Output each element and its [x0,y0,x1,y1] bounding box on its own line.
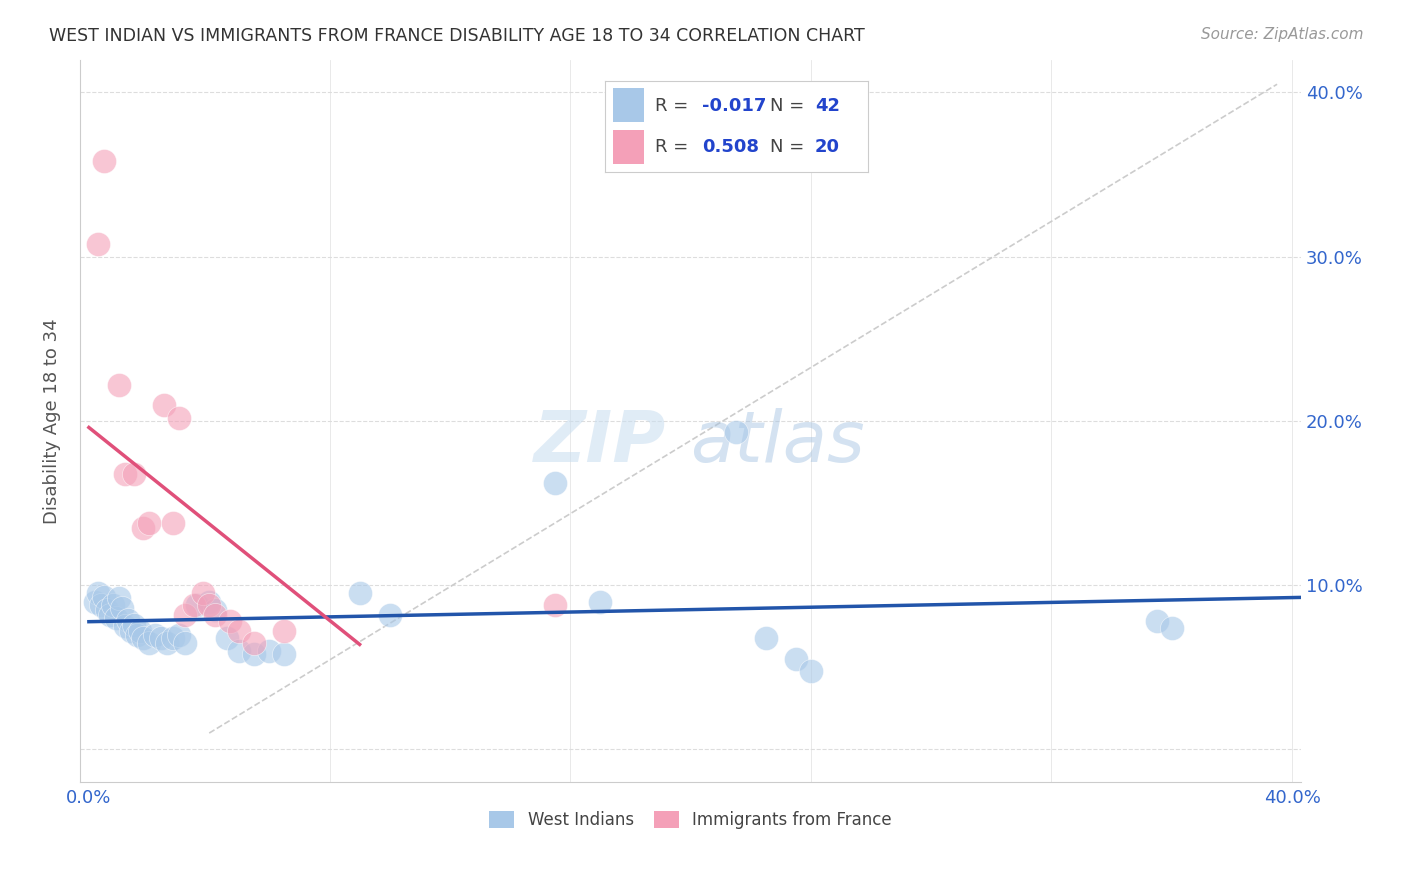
Point [132,521,155,535]
Point [87,236,110,251]
Point [143,627,166,641]
Point [104,611,127,625]
Text: ZIP: ZIP [534,409,666,477]
Point [204,607,226,622]
Point [90,598,112,612]
Point [228,624,250,639]
Point [153,398,176,412]
Point [186,598,208,612]
Point [120,624,142,639]
Point [228,644,250,658]
Point [108,377,131,392]
Point [544,598,567,612]
Point [114,467,136,481]
Point [259,644,281,658]
Point [755,631,778,645]
Text: WEST INDIAN VS IMMIGRANTS FROM FRANCE DISABILITY AGE 18 TO 34 CORRELATION CHART: WEST INDIAN VS IMMIGRANTS FROM FRANCE DI… [49,27,865,45]
Point [349,586,371,600]
Point [217,631,239,645]
Point [93,590,115,604]
Point [198,598,221,612]
Point [114,619,136,633]
Point [273,647,295,661]
Point [1146,615,1168,629]
Point [378,607,401,622]
Point [156,636,179,650]
Point [162,631,184,645]
Point [544,476,567,491]
Point [96,603,118,617]
Point [117,613,139,627]
Point [122,617,145,632]
Point [243,636,266,650]
Legend: West Indians, Immigrants from France: West Indians, Immigrants from France [482,804,898,836]
Point [243,647,266,661]
Point [138,636,160,650]
Point [125,627,148,641]
Point [193,586,215,600]
Point [219,615,242,629]
Text: atlas: atlas [690,409,865,477]
Point [162,516,184,530]
Point [101,598,124,612]
Point [98,607,121,622]
Text: Source: ZipAtlas.com: Source: ZipAtlas.com [1201,27,1364,42]
Point [174,607,197,622]
Point [183,598,205,612]
Point [273,624,295,639]
Point [174,636,197,650]
Point [198,595,221,609]
Point [108,591,131,606]
Point [1160,621,1182,635]
Point [84,595,107,609]
Point [132,631,155,645]
Point [785,652,807,666]
Point [87,586,110,600]
Point [129,624,152,639]
Point [111,601,134,615]
Point [167,627,190,641]
Point [150,631,173,645]
Point [167,410,190,425]
Point [589,595,612,609]
Point [93,154,115,169]
Point [122,467,145,481]
Point [800,664,823,678]
Y-axis label: Disability Age 18 to 34: Disability Age 18 to 34 [44,318,60,524]
Point [138,516,160,530]
Point [204,603,226,617]
Point [724,425,747,440]
